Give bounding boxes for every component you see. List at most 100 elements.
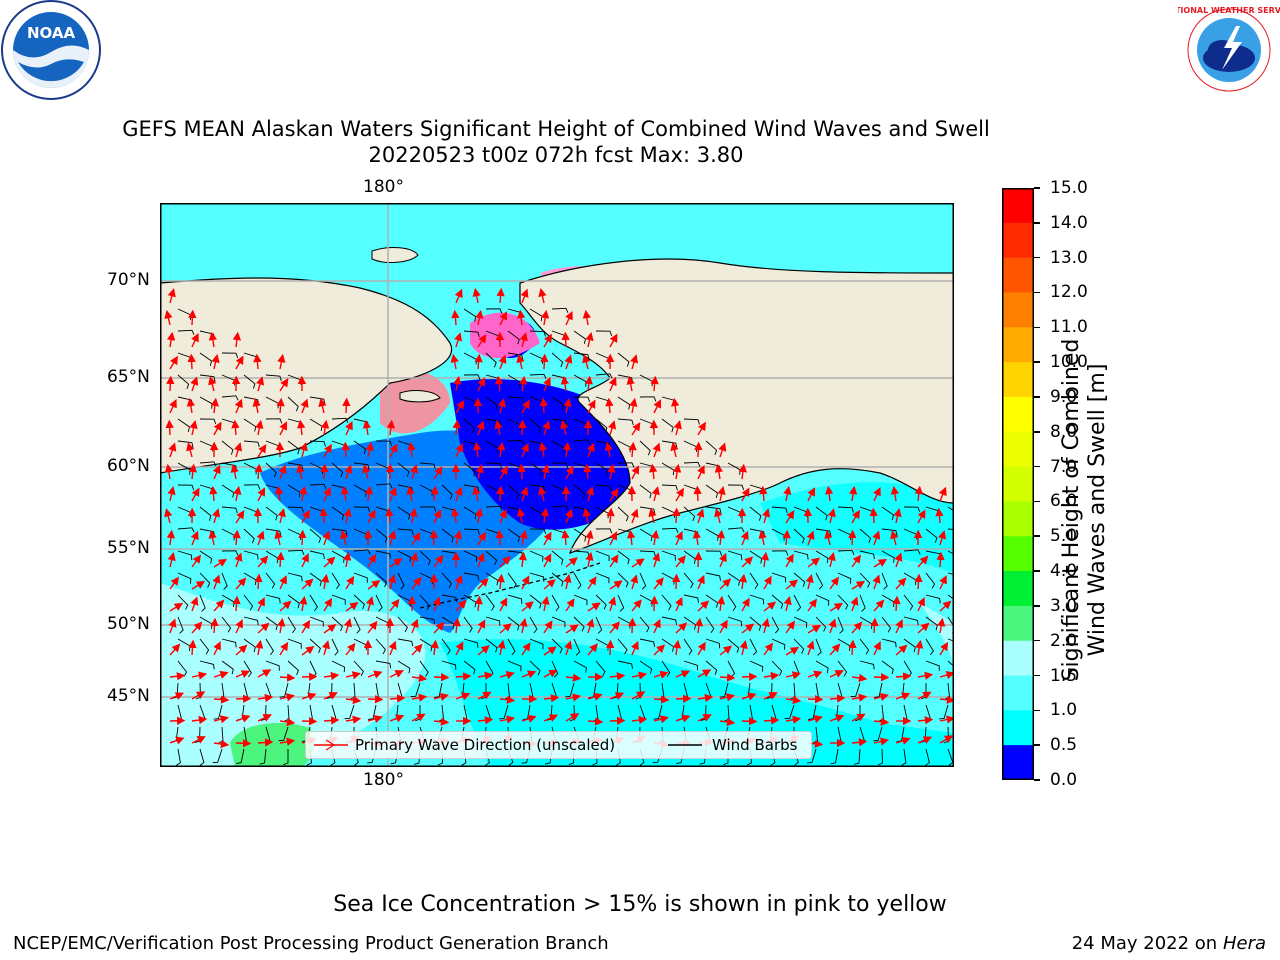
- wave-direction-arrow: [851, 554, 862, 568]
- wave-direction-arrow: [388, 486, 397, 502]
- nws-logo: NATIONAL WEATHER SERVICE: [1163, 0, 1280, 100]
- wind-barb: [397, 616, 408, 633]
- wave-direction-arrow: [499, 555, 511, 568]
- wave-direction-arrow: [739, 640, 748, 656]
- wave-direction-arrow: [497, 398, 506, 414]
- colorbar-tick-label: 1.5: [1034, 666, 1077, 686]
- wave-direction-arrow: [389, 694, 406, 703]
- wind-barb: [265, 506, 278, 521]
- wave-direction-arrow: [257, 714, 272, 722]
- wave-direction-arrow: [345, 601, 359, 612]
- wind-barb: [419, 550, 431, 566]
- wind-barb: [283, 749, 289, 766]
- wave-direction-arrow: [190, 530, 199, 546]
- wave-direction-arrow: [188, 639, 197, 656]
- wave-direction-arrow: [319, 507, 328, 524]
- wind-barb: [375, 638, 386, 655]
- map-legend: Primary Wave Direction (unscaled) Wind B…: [305, 731, 812, 759]
- wave-direction-arrow: [564, 508, 573, 524]
- wave-direction-arrow: [785, 646, 800, 656]
- wave-direction-arrow: [476, 552, 485, 568]
- wind-barb: [243, 550, 259, 560]
- wave-direction-arrow: [939, 671, 954, 680]
- noaa-logo-text: NOAA: [27, 24, 76, 42]
- wave-direction-arrow: [234, 442, 243, 458]
- wave-direction-arrow: [585, 551, 594, 568]
- wave-direction-arrow: [607, 463, 616, 480]
- wind-barb: [595, 616, 603, 634]
- wind-barb: [925, 594, 941, 604]
- wave-direction-arrow: [430, 639, 439, 656]
- wave-direction-arrow: [763, 601, 777, 612]
- wind-barb: [221, 440, 234, 455]
- colorbar-swatch: [1002, 466, 1034, 502]
- wave-direction-arrow: [543, 377, 551, 392]
- wave-direction-arrow: [653, 618, 661, 634]
- wave-direction-arrow: [741, 556, 754, 568]
- wave-direction-arrow: [543, 669, 558, 678]
- colorbar-swatch: [1002, 396, 1034, 433]
- wave-direction-arrow: [208, 529, 217, 546]
- wave-direction-arrow: [740, 530, 749, 546]
- wind-barb: [639, 660, 653, 674]
- wind-barb: [375, 572, 387, 588]
- wave-direction-arrow: [301, 717, 318, 726]
- wind-barb: [463, 638, 479, 648]
- wave-direction-arrow: [411, 532, 421, 546]
- wave-direction-arrow: [367, 579, 381, 590]
- wave-direction-arrow: [321, 573, 330, 590]
- wave-direction-arrow: [648, 508, 657, 524]
- wave-direction-arrow: [807, 598, 818, 612]
- wave-direction-arrow: [516, 309, 526, 326]
- wind-barb: [877, 748, 883, 766]
- wave-direction-arrow: [164, 508, 173, 524]
- wave-direction-arrow: [190, 596, 199, 612]
- wave-direction-arrow: [651, 486, 660, 502]
- wind-barb: [727, 638, 740, 653]
- st-lawrence-island: [399, 390, 441, 403]
- wind-barb: [485, 616, 501, 626]
- wave-direction-arrow: [474, 353, 483, 370]
- wind-barb: [859, 660, 875, 670]
- wave-direction-arrow: [584, 375, 594, 392]
- wave-direction-arrow: [213, 739, 230, 749]
- wind-barb: [837, 549, 855, 555]
- wind-barb: [287, 572, 303, 582]
- wind-barb: [419, 594, 430, 611]
- wind-barb: [719, 682, 729, 698]
- wave-direction-arrow: [367, 670, 383, 679]
- wave-direction-arrow: [785, 553, 794, 568]
- wave-direction-arrow: [254, 463, 263, 480]
- colorbar-swatch: [1002, 745, 1034, 780]
- wind-barb: [551, 550, 564, 565]
- wrangel-island: [371, 247, 419, 263]
- wind-barb: [243, 528, 255, 544]
- wind-barb: [551, 572, 564, 587]
- noaa-logo-icon: NOAA: [1, 0, 101, 100]
- wave-direction-arrow: [631, 671, 648, 680]
- nws-logo-text: NATIONAL WEATHER SERVICE: [1178, 6, 1280, 15]
- wave-direction-arrow: [675, 555, 686, 568]
- wave-direction-arrow: [323, 716, 340, 725]
- colorbar-swatch: [1002, 431, 1034, 468]
- wind-barb: [331, 462, 344, 478]
- wave-direction-arrow: [169, 736, 185, 745]
- wind-barb: [441, 594, 458, 603]
- wave-direction-arrow: [499, 623, 512, 634]
- colorbar-swatch: [1002, 710, 1034, 746]
- wind-barb: [727, 527, 745, 533]
- wave-direction-arrow: [650, 529, 660, 546]
- colorbar-swatches: [1002, 188, 1034, 781]
- wave-direction-arrow: [587, 602, 601, 612]
- wave-direction-arrow: [234, 398, 243, 414]
- wave-direction-arrow: [697, 693, 714, 703]
- wave-direction-arrow: [631, 640, 639, 656]
- wave-direction-arrow: [255, 419, 264, 436]
- wind-barb: [344, 704, 355, 720]
- wave-direction-arrow: [343, 508, 352, 524]
- lat-label-60: 60°N: [107, 456, 150, 476]
- wave-direction-arrow: [873, 641, 881, 656]
- wave-direction-arrow: [477, 716, 494, 725]
- wave-direction-arrow: [518, 419, 527, 436]
- wind-barb: [617, 352, 630, 367]
